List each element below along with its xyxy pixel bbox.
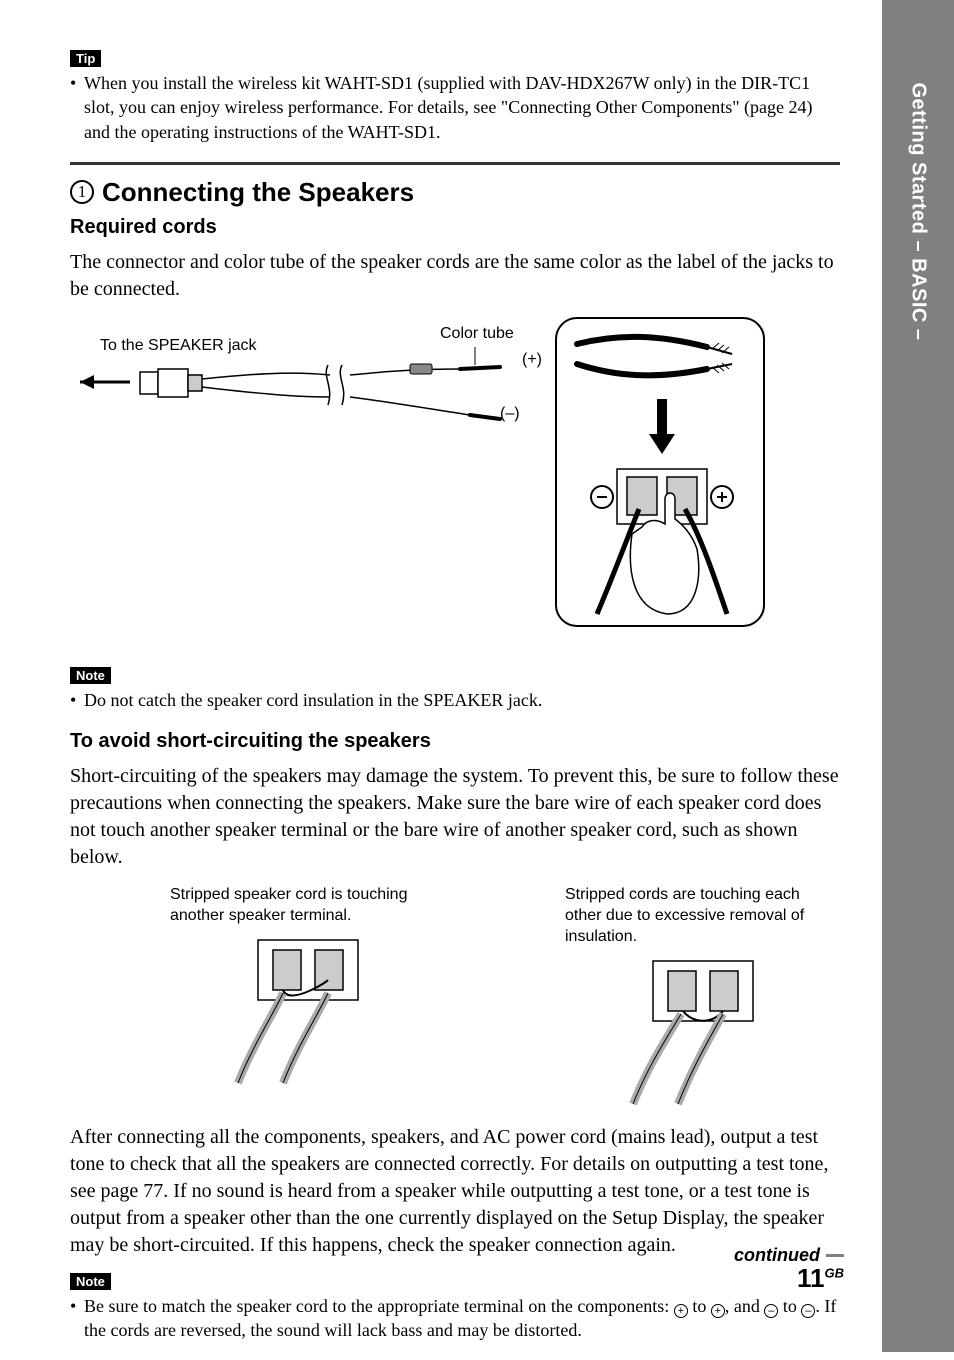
section2-title: To avoid short-circuiting the speakers bbox=[70, 730, 840, 753]
page: Getting Started – BASIC – Tip •When you … bbox=[0, 0, 954, 1352]
note2-badge: Note bbox=[70, 1273, 111, 1290]
continued-bar-icon bbox=[826, 1254, 844, 1257]
section2-para1: Short-circuiting of the speakers may dam… bbox=[70, 763, 840, 871]
note2-mid3: to bbox=[778, 1296, 801, 1316]
speaker-cord-diagram: To the SPEAKER jack Color tube (+) (–) bbox=[70, 317, 840, 647]
short-circuit-right-svg bbox=[623, 956, 783, 1106]
side-tab-label: Getting Started – BASIC – bbox=[907, 82, 930, 340]
minus-icon: – bbox=[764, 1304, 778, 1318]
page-num: 11 bbox=[797, 1263, 825, 1293]
tip-text: •When you install the wireless kit WAHT-… bbox=[70, 71, 840, 144]
tip-body: When you install the wireless kit WAHT-S… bbox=[84, 71, 840, 144]
page-region: GB bbox=[825, 1265, 845, 1280]
short-circuit-diagrams: Stripped speaker cord is touching anothe… bbox=[70, 885, 840, 1105]
note2-body: Be sure to match the speaker cord to the… bbox=[84, 1294, 840, 1343]
section-intro: The connector and color tube of the spea… bbox=[70, 249, 840, 303]
note2-mid2: , and bbox=[725, 1296, 765, 1316]
content-area: Tip •When you install the wireless kit W… bbox=[70, 50, 840, 1360]
section-rule bbox=[70, 162, 840, 165]
caption-right: Stripped cords are touching each other d… bbox=[565, 885, 840, 947]
note1-text: •Do not catch the speaker cord insulatio… bbox=[70, 688, 840, 712]
note2-mid1: to bbox=[688, 1296, 711, 1316]
terminal-diagram-box bbox=[555, 317, 765, 627]
side-tab: Getting Started – BASIC – bbox=[882, 0, 954, 1352]
plus-icon: + bbox=[674, 1304, 688, 1318]
diagram-left-col: Stripped speaker cord is touching anothe… bbox=[170, 885, 445, 1105]
note2-text: • Be sure to match the speaker cord to t… bbox=[70, 1294, 840, 1343]
step-number-icon: 1 bbox=[70, 180, 94, 204]
section2-para2: After connecting all the components, spe… bbox=[70, 1124, 840, 1259]
diagram-right-col: Stripped cords are touching each other d… bbox=[565, 885, 840, 1105]
label-colortube: Color tube bbox=[440, 325, 514, 343]
minus-icon: – bbox=[801, 1304, 815, 1318]
section-heading: 1 Connecting the Speakers bbox=[70, 177, 840, 208]
section-subtitle: Required cords bbox=[70, 216, 840, 239]
tip-badge: Tip bbox=[70, 50, 101, 67]
note1-body: Do not catch the speaker cord insulation… bbox=[84, 688, 542, 712]
page-number: 11GB bbox=[797, 1263, 844, 1294]
note1-badge: Note bbox=[70, 667, 111, 684]
terminal-svg bbox=[557, 319, 767, 629]
plus-icon: + bbox=[711, 1304, 725, 1318]
cable-svg bbox=[70, 347, 540, 467]
section-title: Connecting the Speakers bbox=[102, 177, 414, 208]
note2-before: Be sure to match the speaker cord to the… bbox=[84, 1296, 674, 1316]
short-circuit-left-svg bbox=[228, 935, 388, 1085]
caption-left: Stripped speaker cord is touching anothe… bbox=[170, 885, 445, 927]
